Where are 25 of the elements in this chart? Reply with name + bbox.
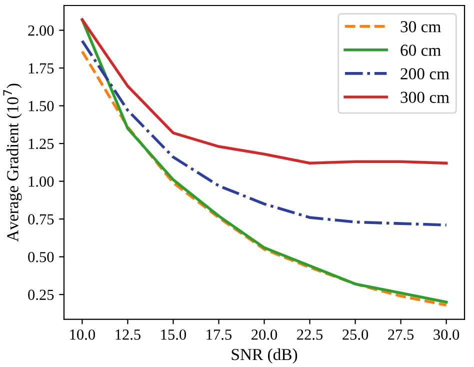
x-tick-label: 30.0	[434, 329, 460, 340]
y-tick-label: 1.50	[28, 100, 54, 112]
y-tick-label: 1.25	[28, 138, 54, 150]
x-tick-label: 22.5	[297, 329, 323, 340]
line-series	[80, 18, 448, 165]
y-tick-label: 1.00	[28, 176, 54, 187]
legend-label: 300 cm	[400, 92, 450, 103]
x-tick-label: 10.0	[70, 329, 95, 340]
x-axis-title: SNR (dB)	[232, 348, 298, 364]
y-tick-label: 1.75	[28, 63, 54, 74]
y-tick-label: 0.50	[28, 252, 54, 262]
x-tick-label: 20.0	[252, 329, 278, 340]
y-tick-label: 0.75	[28, 214, 54, 225]
line-series	[80, 39, 448, 226]
x-tick-label: 25.0	[342, 329, 368, 340]
y-tick-label: 2.00	[28, 25, 54, 36]
legend-label: 30 cm	[400, 21, 441, 32]
x-tick-label: 12.5	[116, 329, 140, 340]
x-tick-label: 27.5	[388, 329, 414, 340]
x-tick-label: 15.0	[161, 329, 186, 340]
legend-label: 200 cm	[400, 68, 450, 80]
y-tick-label: 0.25	[28, 290, 54, 300]
y-axis-title: Average Gradient (10$^{7}$)	[3, 84, 22, 242]
x-tick-label: 17.5	[206, 330, 232, 340]
legend-label: 60 cm	[400, 44, 441, 56]
